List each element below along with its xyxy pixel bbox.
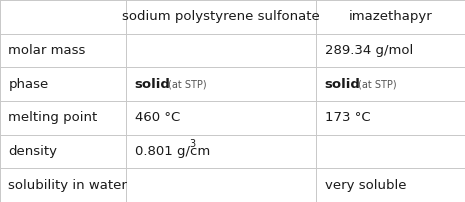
Text: imazethapyr: imazethapyr: [349, 10, 432, 23]
Text: phase: phase: [8, 78, 49, 91]
Text: sodium polystyrene sulfonate: sodium polystyrene sulfonate: [122, 10, 320, 23]
Text: 173 °C: 173 °C: [325, 111, 370, 124]
Text: 289.34 g/mol: 289.34 g/mol: [325, 44, 413, 57]
Text: melting point: melting point: [8, 111, 98, 124]
Text: 3: 3: [190, 139, 196, 149]
Text: solubility in water: solubility in water: [8, 179, 127, 192]
Text: (at STP): (at STP): [358, 79, 397, 89]
Text: (at STP): (at STP): [168, 79, 207, 89]
Text: density: density: [8, 145, 57, 158]
Text: 0.801 g/cm: 0.801 g/cm: [135, 145, 210, 158]
Text: solid: solid: [135, 78, 171, 91]
Text: 460 °C: 460 °C: [135, 111, 180, 124]
Text: solid: solid: [325, 78, 360, 91]
Text: very soluble: very soluble: [325, 179, 406, 192]
Text: molar mass: molar mass: [8, 44, 86, 57]
